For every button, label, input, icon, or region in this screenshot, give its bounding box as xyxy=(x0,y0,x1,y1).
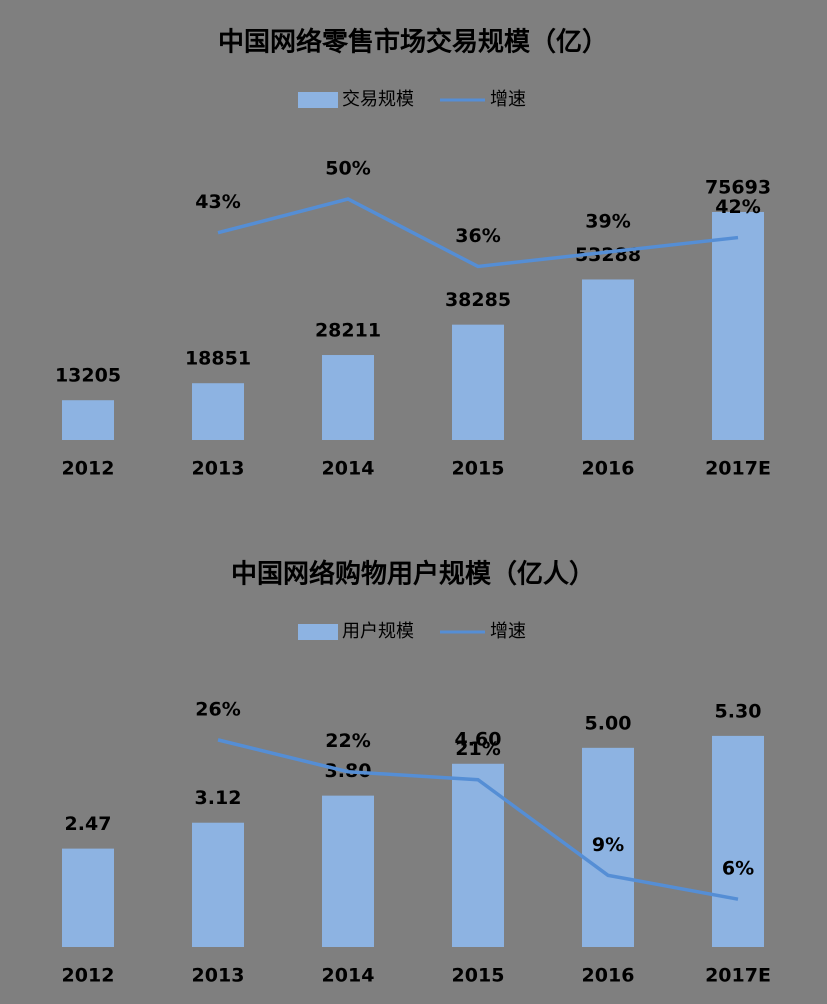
data-label: 6% xyxy=(722,858,754,880)
data-label: 2.47 xyxy=(65,813,112,835)
x-tick-label: 2014 xyxy=(322,458,375,480)
x-tick-label: 2016 xyxy=(582,965,635,987)
data-label: 9% xyxy=(592,834,624,856)
data-label: 18851 xyxy=(185,348,251,370)
chart-title: 中国网络购物用户规模（亿人） xyxy=(231,559,595,590)
data-label: 22% xyxy=(325,730,370,752)
legend-label: 增速 xyxy=(490,89,526,110)
x-tick-label: 2014 xyxy=(322,965,375,987)
bar xyxy=(582,747,634,947)
legend-swatch xyxy=(298,92,338,108)
bar xyxy=(322,795,374,947)
x-tick-label: 2013 xyxy=(192,965,245,987)
bar xyxy=(322,355,374,440)
x-tick-label: 2013 xyxy=(192,458,245,480)
x-tick-label: 2016 xyxy=(582,458,635,480)
x-tick-label: 2015 xyxy=(452,458,505,480)
bar xyxy=(712,211,764,440)
bar xyxy=(582,279,634,440)
bar xyxy=(62,400,114,440)
data-label: 21% xyxy=(455,738,500,760)
x-tick-label: 2017E xyxy=(705,965,771,987)
data-label: 38285 xyxy=(445,289,511,311)
bar xyxy=(192,383,244,440)
x-tick-label: 2017E xyxy=(705,458,771,480)
data-label: 13205 xyxy=(55,365,121,387)
data-label: 75693 xyxy=(705,176,771,198)
data-label: 26% xyxy=(195,698,240,720)
data-label: 28211 xyxy=(315,320,381,342)
legend-label: 交易规模 xyxy=(342,89,414,110)
data-label: 3.12 xyxy=(195,787,242,809)
bar xyxy=(452,324,504,440)
bar xyxy=(62,848,114,947)
bar xyxy=(712,735,764,947)
legend-label: 用户规模 xyxy=(342,621,414,642)
x-tick-label: 2012 xyxy=(62,965,115,987)
data-label: 43% xyxy=(195,191,240,213)
data-label: 5.00 xyxy=(585,712,632,734)
data-label: 5.30 xyxy=(715,700,762,722)
legend-label: 增速 xyxy=(490,621,526,642)
data-label: 50% xyxy=(325,158,370,180)
x-tick-label: 2012 xyxy=(62,458,115,480)
line xyxy=(217,197,739,269)
data-label: 36% xyxy=(455,225,500,247)
data-label: 4.60 xyxy=(455,728,502,750)
bar xyxy=(192,822,244,947)
data-label: 39% xyxy=(585,211,630,233)
chart-title: 中国网络零售市场交易规模（亿） xyxy=(218,27,608,58)
line xyxy=(217,738,739,901)
legend-swatch xyxy=(298,624,338,640)
data-label: 42% xyxy=(715,196,760,218)
x-tick-label: 2015 xyxy=(452,965,505,987)
